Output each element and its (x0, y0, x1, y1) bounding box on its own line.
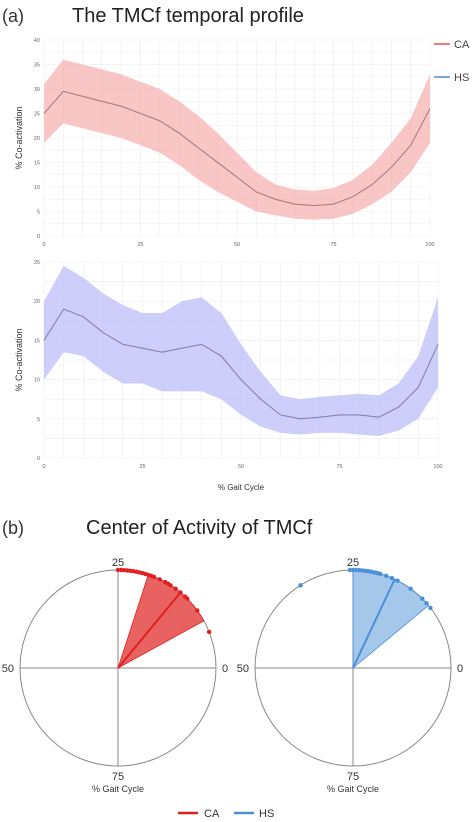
panel-a-label: (a) (2, 6, 24, 26)
y-axis-label: % Co-activation (14, 328, 24, 391)
activity-point-hs (298, 583, 303, 588)
y-tick-label: 30 (34, 87, 40, 93)
sd-band-hs (44, 265, 438, 436)
activity-point-ca (206, 629, 212, 635)
activity-point-ca (168, 583, 173, 588)
x-axis-label: % Gait Cycle (218, 483, 265, 492)
x-tick-label: 50 (234, 242, 240, 248)
polar-tick-label: 50 (237, 663, 249, 675)
y-tick-label: 20 (34, 299, 40, 305)
activity-point-hs (389, 575, 395, 581)
sd-wedge-hs (352, 569, 430, 669)
panel-b-legend: CA HS (178, 808, 274, 820)
activity-point-hs (424, 601, 429, 606)
activity-point-ca (195, 608, 200, 613)
panel-a-title: The TMCf temporal profile (72, 5, 304, 27)
activity-point-hs (384, 573, 389, 578)
x-tick-label: 75 (330, 242, 336, 248)
y-tick-label: 0 (37, 234, 40, 240)
hs-polar-plot: 0 25 50 75% Gait Cycle (237, 557, 463, 794)
activity-point-hs (350, 567, 356, 573)
activity-point-hs (395, 578, 400, 583)
y-tick-label: 25 (34, 112, 40, 118)
y-tick-label: 15 (34, 161, 40, 167)
activity-point-hs (420, 596, 425, 601)
activity-point-ca (151, 574, 157, 580)
hs-timeseries-chart: 0 25 50 75 100 0 5 10 15 20 25 % Co-activation % Gai… (14, 260, 443, 492)
legend-b-hs-label: HS (259, 808, 274, 820)
activity-point-ca (157, 577, 162, 582)
legend-hs-label: HS (454, 72, 469, 84)
polar-tick-label: 25 (347, 557, 359, 569)
polar-tick-label: 75 (347, 771, 359, 783)
legend-ca-label: CA (454, 39, 470, 51)
mean-direction-hs (352, 578, 396, 669)
mean-line-hs (43, 308, 439, 420)
y-tick-label: 15 (34, 338, 40, 344)
x-tick-label: 25 (139, 464, 145, 470)
y-tick-label: 20 (34, 136, 40, 142)
y-tick-label: 10 (34, 378, 40, 384)
polar-x-label: % Gait Cycle (92, 784, 144, 794)
activity-point-ca (178, 590, 183, 595)
x-tick-label: 100 (425, 242, 434, 248)
legend-b-ca-label: CA (204, 808, 220, 820)
y-tick-label: 0 (37, 456, 40, 462)
activity-point-hs (347, 567, 353, 573)
activity-point-hs (408, 586, 413, 591)
x-tick-label: 100 (433, 464, 442, 470)
polar-tick-label: 75 (112, 771, 124, 783)
y-tick-label: 40 (34, 38, 40, 44)
polar-tick-label: 50 (2, 663, 14, 675)
sd-wedge-ca (117, 574, 205, 669)
activity-point-ca (173, 586, 178, 591)
y-tick-label: 5 (37, 417, 40, 423)
ca-polar-plot: 0 25 50 75% Gait Cycle (2, 557, 228, 794)
x-tick-label: 50 (238, 464, 244, 470)
polar-tick-label: 0 (222, 663, 228, 675)
panel-b-label: (b) (2, 518, 24, 538)
x-tick-label: 0 (42, 464, 45, 470)
ca-timeseries-chart: 0 25 50 75 100 0 5 10 15 20 25 30 35 40 % Co-activatio… (14, 38, 435, 248)
y-tick-label: 25 (34, 260, 40, 266)
panel-b-title: Center of Activity of TMCf (86, 517, 313, 539)
x-tick-label: 0 (42, 242, 45, 248)
sd-band-ca (44, 59, 430, 220)
polar-tick-label: 0 (457, 663, 463, 675)
y-tick-label: 10 (34, 185, 40, 191)
x-tick-label: 75 (336, 464, 342, 470)
activity-point-ca (185, 596, 190, 601)
mean-direction-ca (117, 591, 182, 669)
polar-x-label: % Gait Cycle (327, 784, 379, 794)
mean-line-ca (43, 90, 431, 207)
activity-point-ca (115, 567, 121, 573)
activity-point-hs (378, 571, 383, 577)
y-tick-label: 35 (34, 63, 40, 69)
panel-a-legend: CA HS (434, 39, 470, 84)
activity-point-hs (428, 605, 433, 611)
y-tick-label: 5 (37, 210, 40, 216)
x-tick-label: 25 (137, 242, 143, 248)
polar-tick-label: 25 (112, 557, 124, 569)
y-axis-label: % Co-activation (14, 106, 24, 169)
